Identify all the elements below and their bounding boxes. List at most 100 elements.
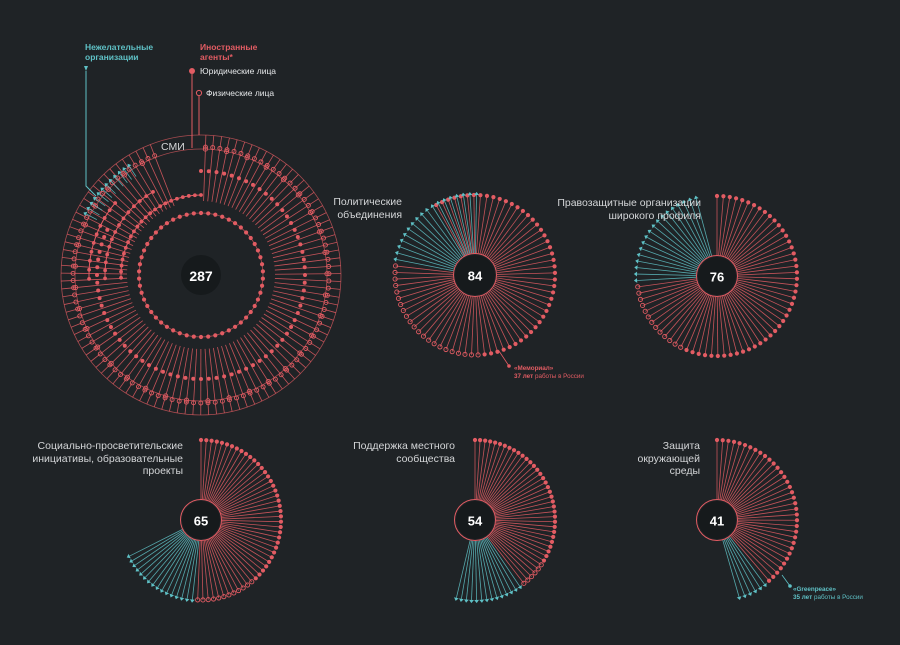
local-undesirable-52-line xyxy=(460,540,472,599)
education-legal-31-dot xyxy=(269,555,274,560)
environment-legal-8-line xyxy=(728,452,761,503)
smi-outer-base-10-line xyxy=(271,159,281,172)
environment-legal-26-dot xyxy=(791,540,796,545)
education-undesirable-63-marker xyxy=(129,558,134,563)
local-legal-10-line xyxy=(487,455,523,504)
political-legal-13-dot xyxy=(515,205,520,210)
political-individual-63-line xyxy=(395,275,454,280)
education-legal-14-line xyxy=(217,471,266,508)
political-legal-25-line xyxy=(496,272,555,275)
political-undesirable-78-line xyxy=(444,200,467,255)
smi-arc-1-dot-7 xyxy=(117,223,121,227)
human_rights-individual-48-ring xyxy=(662,334,668,340)
local-legal-27-line xyxy=(495,522,555,533)
smi-individual-ring-11 xyxy=(276,171,282,177)
smi-undesirable-0-line xyxy=(86,213,97,220)
education-legal-21-dot xyxy=(277,503,282,508)
political-undesirable-76-line xyxy=(432,206,464,257)
political-legal-15-dot xyxy=(525,212,531,218)
human_rights-undesirable-61-marker xyxy=(635,258,639,264)
human_rights-legal-6-line xyxy=(726,204,755,258)
education-individual-42-ring xyxy=(226,592,232,598)
political-legal-33-dot xyxy=(537,320,542,325)
political-individual-44-ring xyxy=(475,352,481,358)
political-undesirable-81-marker xyxy=(461,192,466,197)
smi-outer-95-line xyxy=(103,194,145,229)
education-legal-25-line xyxy=(221,521,281,528)
education-legal-1-dot xyxy=(204,438,209,443)
smi-arc-2-dot-5 xyxy=(94,232,99,237)
political-legal-10-dot xyxy=(497,196,502,202)
smi-arc-0-dot-14 xyxy=(158,204,163,209)
political-undesirable-66-line xyxy=(396,259,454,272)
political-legal-28-dot xyxy=(550,290,556,295)
environment-legal-31-dot xyxy=(778,566,783,571)
political-undesirable-80-marker xyxy=(454,193,460,198)
smi-outer-63-line xyxy=(145,341,169,389)
smi-outer-36-line xyxy=(265,310,312,336)
smi-undesirable-7-line xyxy=(110,180,120,191)
education-individual-42-line xyxy=(207,539,230,596)
legend-markers xyxy=(84,66,792,588)
smi-arc-0-dot-9 xyxy=(135,224,140,229)
political-undesirable-68-line xyxy=(399,246,455,268)
smi-arc-1 xyxy=(104,191,154,279)
political-legal-32-dot xyxy=(541,314,546,319)
education-undesirable-61-line xyxy=(137,532,185,570)
smi-outer-87-ring xyxy=(76,242,82,248)
smi-outer-base-76-line xyxy=(70,321,85,328)
smi-arc-0-dot-21 xyxy=(199,193,203,197)
human_rights-legal-37-dot xyxy=(728,352,733,357)
human_rights-undesirable-74-marker xyxy=(687,197,693,202)
education-legal-9-dot xyxy=(243,451,249,456)
smi-legal-mid-4 xyxy=(229,173,234,178)
political-legal-24-line xyxy=(496,265,555,274)
education-individual-43-line xyxy=(206,540,225,597)
smi-legal-mid-43 xyxy=(191,376,196,381)
environment-legal-16-line xyxy=(735,486,791,512)
human_rights-legal-44-line xyxy=(686,295,710,351)
human_rights-undesirable-59-marker xyxy=(633,271,638,277)
education-legal-13-dot xyxy=(259,465,264,471)
label-environment: Защита окружающей среды xyxy=(637,440,701,477)
smi-undesirable-11-marker xyxy=(127,163,132,168)
political-legal-11-line xyxy=(483,201,507,255)
environment-legal-6-line xyxy=(725,447,751,502)
smi-total: 287 xyxy=(189,268,213,284)
political-individual-60-line xyxy=(398,281,455,299)
smi-outer-73-line xyxy=(93,313,139,342)
smi-outer-52-line xyxy=(212,347,223,400)
political-undesirable-71-marker xyxy=(406,227,411,232)
smi-outer-base-64-line xyxy=(132,384,140,398)
environment-legal-23-line xyxy=(737,521,797,527)
education-legal-10-dot xyxy=(248,454,253,460)
political-legal-24-dot xyxy=(552,264,557,269)
political-individual-45-line xyxy=(471,296,475,355)
smi-legal-mid-55 xyxy=(113,331,118,336)
human_rights-legal-19-dot xyxy=(794,270,800,275)
education-individual-45-ring xyxy=(210,596,217,602)
human_rights-legal-37-line xyxy=(720,296,732,355)
local-legal-2-line xyxy=(477,440,486,500)
political-legal-14-dot xyxy=(520,208,526,214)
smi-outer-base-82-line xyxy=(61,280,76,282)
education-individual-44-ring xyxy=(216,595,222,601)
smi-outer-37-line xyxy=(263,313,309,342)
political-legal-40-line xyxy=(482,295,505,350)
education-undesirable-50-line xyxy=(186,540,198,599)
smi-arc-1-dot-10 xyxy=(132,204,136,209)
local-legal-21-line xyxy=(495,501,553,516)
political-legal-21-dot xyxy=(547,245,553,250)
human_rights-legal-16-line xyxy=(737,253,794,271)
smi-undesirable-1-marker xyxy=(86,206,91,211)
education-legal-2-dot xyxy=(209,438,214,443)
education-legal-28-dot xyxy=(275,540,280,545)
smi-outer-100-line xyxy=(129,170,160,215)
political-individual-45-ring xyxy=(468,352,475,358)
smi-outer-base-98-line xyxy=(109,168,120,180)
smi-outer-base-58-line xyxy=(176,399,180,414)
smi-legal-mid-66 xyxy=(97,249,102,254)
smi-arc-0-dot-13 xyxy=(153,207,157,212)
smi-outer-base-44-line xyxy=(273,377,283,390)
smi-outer-base-103-line xyxy=(142,147,150,161)
